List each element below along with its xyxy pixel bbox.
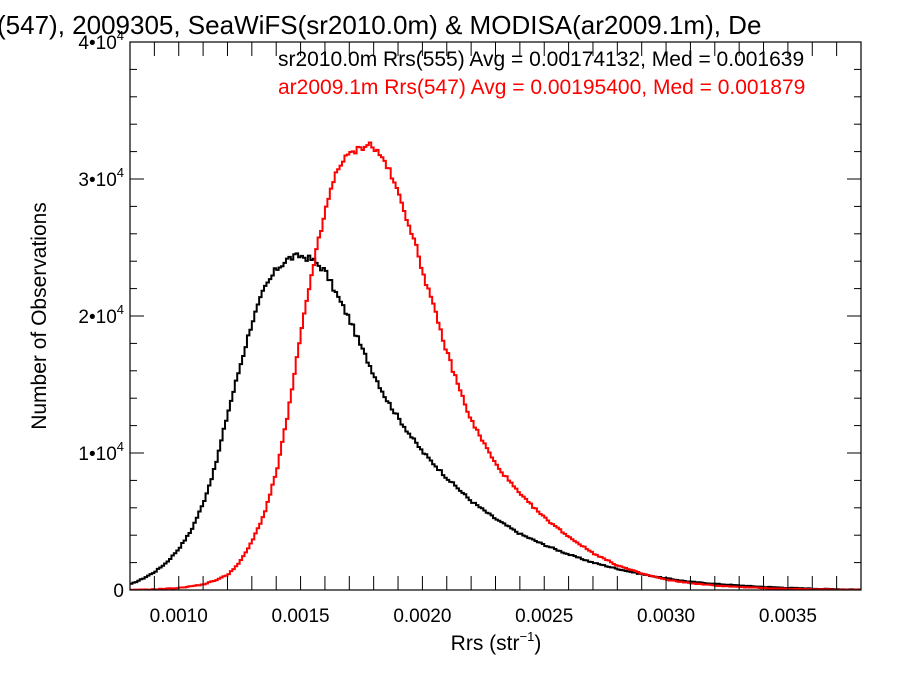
x-tick-label: 0.0030: [637, 606, 695, 627]
series-stats-label-red: ar2009.1m Rrs(547) Avg = 0.00195400, Med…: [278, 76, 805, 99]
y-tick-exponent: 4: [117, 302, 124, 317]
plot-frame: [129, 41, 862, 591]
y-tick-label: 2•104: [78, 302, 124, 328]
y-tick-label: 4•104: [78, 28, 124, 54]
y-tick-base: 0: [113, 581, 124, 602]
series-stats-label-black: sr2010.0m Rrs(555) Avg = 0.00174132, Med…: [278, 48, 804, 71]
x-axis-label: Rrs (str−1): [451, 629, 542, 655]
x-tick-label: 0.0015: [272, 606, 330, 627]
series-line-black: [130, 252, 861, 590]
x-axis-label-exponent: −1: [520, 629, 535, 644]
y-tick-exponent: 4: [117, 439, 124, 454]
x-tick-label: 0.0010: [150, 606, 208, 627]
y-tick-label: 3•104: [78, 165, 124, 191]
y-axis-label: Number of Observations: [28, 202, 51, 430]
y-tick-base: 3•10: [78, 170, 116, 191]
chart-title: (547), 2009305, SeaWiFS(sr2010.0m) & MOD…: [0, 10, 761, 40]
x-axis-label-close: ): [534, 632, 541, 655]
x-tick-label: 0.0025: [515, 606, 573, 627]
y-tick-exponent: 4: [117, 28, 124, 43]
plot-area: 0.0010 0.0015 0.0020 0.0025 0.0030 0.0035 0 1•1…: [78, 28, 862, 627]
y-tick-label: 1•104: [78, 439, 124, 465]
y-tick-base: 1•10: [78, 444, 116, 465]
series-line-red: [130, 141, 861, 590]
y-tick-base: 2•10: [78, 307, 116, 328]
x-tick-label: 0.0020: [393, 606, 451, 627]
x-tick-label: 0.0035: [759, 606, 817, 627]
y-tick-exponent: 4: [117, 165, 124, 180]
y-tick-base: 4•10: [78, 33, 116, 54]
y-tick-label: 0: [113, 581, 124, 602]
x-axis-label-text: Rrs (str: [451, 632, 520, 655]
